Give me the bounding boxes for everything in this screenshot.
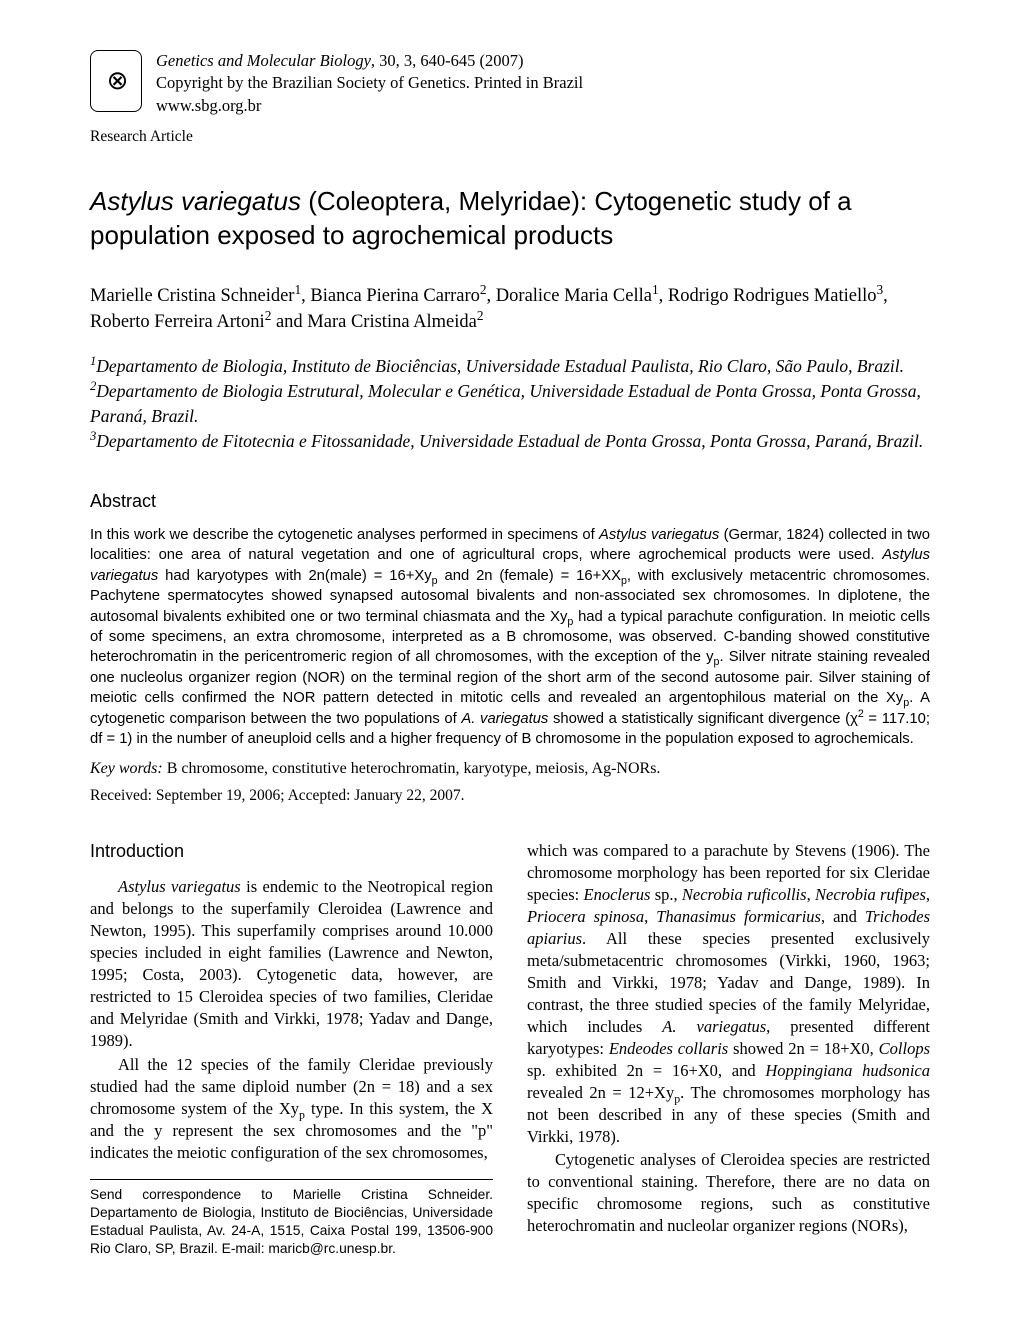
right-column: which was compared to a parachute by Ste… (527, 840, 930, 1258)
correspondence: Send correspondence to Marielle Cristina… (90, 1186, 493, 1258)
abstract-heading: Abstract (90, 490, 930, 513)
intro-heading: Introduction (90, 840, 493, 864)
journal-url: www.sbg.org.br (156, 96, 261, 115)
journal-meta: Genetics and Molecular Biology, 30, 3, 6… (156, 50, 583, 117)
logo-glyph: ⊗ (107, 64, 126, 98)
keywords-label: Key words: (90, 760, 163, 777)
keywords-text: B chromosome, constitutive heterochromat… (163, 760, 661, 777)
authors: Marielle Cristina Schneider1, Bianca Pie… (90, 283, 930, 337)
intro-left-text: Astylus variegatus is endemic to the Neo… (90, 876, 493, 1163)
journal-name: Genetics and Molecular Biology (156, 51, 371, 70)
left-column: Introduction Astylus variegatus is endem… (90, 840, 493, 1258)
journal-citation: , 30, 3, 640-645 (2007) (371, 51, 524, 70)
journal-header: ⊗ Genetics and Molecular Biology, 30, 3,… (90, 50, 930, 117)
article-title: Astylus variegatus (Coleoptera, Melyrida… (90, 185, 930, 253)
journal-copyright: Copyright by the Brazilian Society of Ge… (156, 73, 583, 92)
affiliations: 1Departamento de Biologia, Instituto de … (90, 354, 930, 453)
keywords: Key words: B chromosome, constitutive he… (90, 759, 930, 780)
abstract-body: In this work we describe the cytogenetic… (90, 525, 930, 749)
journal-logo: ⊗ (90, 50, 142, 112)
article-type: Research Article (90, 127, 930, 147)
body-columns: Introduction Astylus variegatus is endem… (90, 840, 930, 1258)
correspondence-rule (90, 1179, 493, 1180)
received-accepted: Received: September 19, 2006; Accepted: … (90, 786, 930, 806)
title-species: Astylus variegatus (90, 186, 301, 216)
